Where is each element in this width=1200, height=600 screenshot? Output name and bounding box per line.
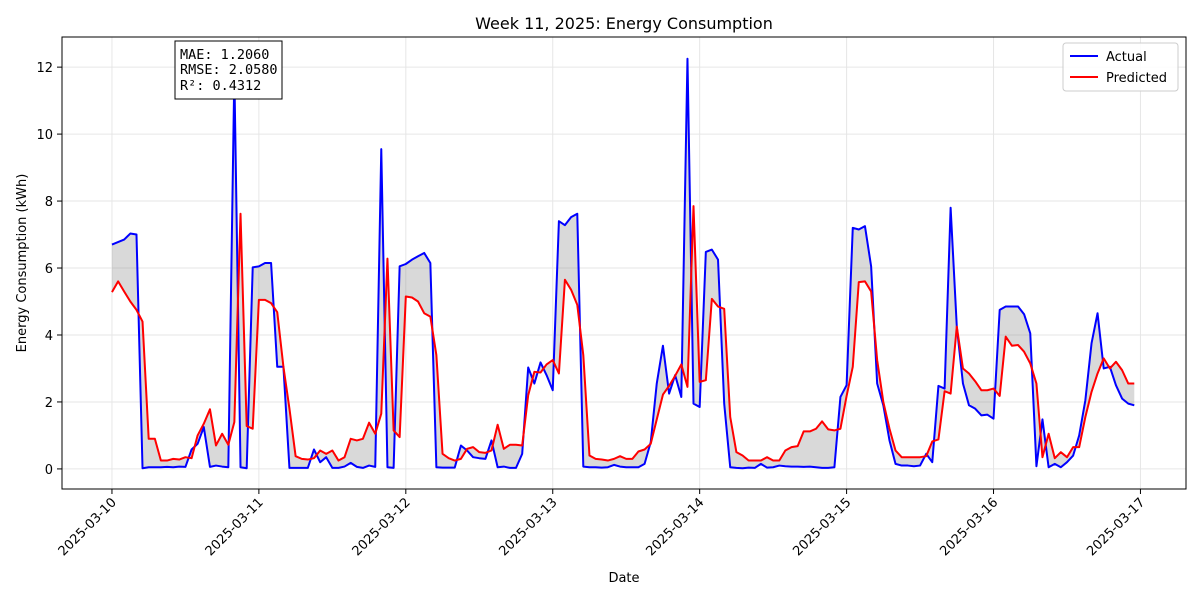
metrics-box-frame [174, 40, 283, 100]
legend-label-predicted: Predicted [1106, 71, 1167, 86]
metric-rmse: RMSE: 2.0580 [180, 62, 278, 78]
chart-title: Week 11, 2025: Energy Consumption [475, 14, 773, 33]
series-line-actual [111, 57, 1135, 470]
legend-label-actual: Actual [1106, 50, 1147, 65]
y-tick-label: 8 [45, 195, 53, 210]
metric-r2: R²: 0.4312 [180, 78, 261, 94]
y-tick-label: 0 [45, 463, 53, 478]
legend: Actual Predicted [1062, 42, 1179, 92]
metric-mae: MAE: 1.2060 [180, 47, 269, 63]
series-lines [111, 57, 1135, 470]
metrics-box: MAE: 1.2060 RMSE: 2.0580 R²: 0.4312 [174, 40, 283, 100]
y-tick-label: 12 [36, 61, 53, 76]
y-tick-label: 4 [45, 329, 53, 344]
y-tick-label: 2 [45, 396, 53, 411]
y-tick-label: 10 [36, 128, 53, 143]
x-axis-title: Date [608, 571, 639, 586]
plot-frame [61, 36, 1187, 490]
y-tick-label: 6 [45, 262, 53, 277]
y-axis-title: Energy Consumption (kWh) [15, 174, 30, 353]
series-line-predicted [111, 205, 1135, 462]
